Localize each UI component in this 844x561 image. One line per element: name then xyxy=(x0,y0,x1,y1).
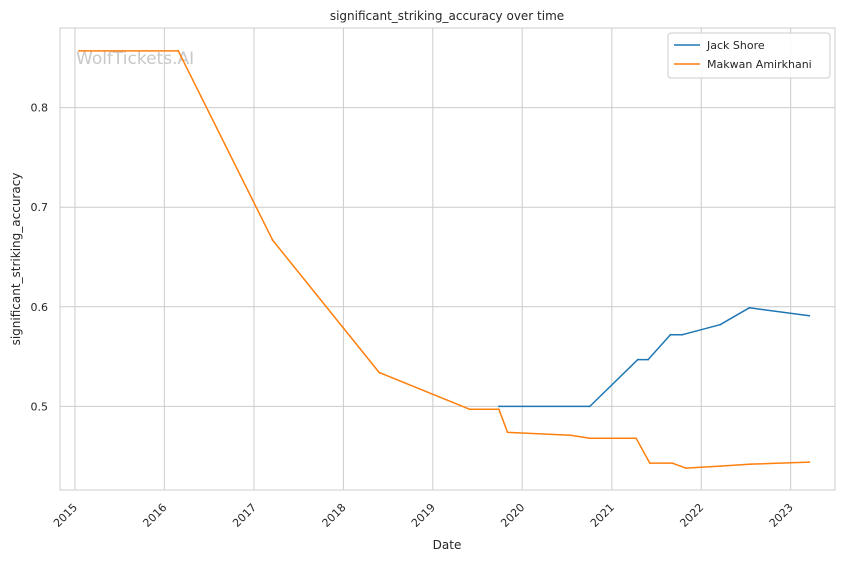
legend-label: Jack Shore xyxy=(706,39,765,52)
x-tick-label: 2021 xyxy=(588,501,617,530)
series-point xyxy=(681,333,684,336)
series-point xyxy=(648,462,651,465)
legend-box xyxy=(667,32,831,79)
series-point xyxy=(468,408,471,411)
x-tick-label: 2022 xyxy=(677,501,706,530)
y-axis-ticks: 0.5 0.6 0.7 0.8 xyxy=(31,102,49,414)
series-point xyxy=(647,358,650,361)
series-line-0 xyxy=(498,307,810,408)
series-point xyxy=(569,434,572,437)
watermark: WolfTickets.AI xyxy=(76,49,194,69)
x-tick-label: 2016 xyxy=(140,501,169,530)
series-point xyxy=(506,431,509,434)
y-tick-label: 0.7 xyxy=(31,201,49,214)
x-tick-label: 2023 xyxy=(767,501,796,530)
series-point xyxy=(636,358,639,361)
series-point xyxy=(719,465,722,468)
series-point xyxy=(635,437,638,440)
x-axis-ticks: 2015 2016 2017 2018 2019 2020 2021 2022 2023 xyxy=(51,501,796,530)
y-tick-label: 0.6 xyxy=(31,301,49,314)
legend-label: Makwan Amirkhani xyxy=(707,58,812,71)
y-tick-label: 0.5 xyxy=(31,400,49,413)
series-point xyxy=(498,405,500,408)
series-point xyxy=(177,50,180,52)
series-point xyxy=(378,371,381,374)
x-tick-label: 2019 xyxy=(409,501,438,530)
plot-frame xyxy=(59,27,836,491)
y-axis-label: significant_striking_accuracy xyxy=(9,173,23,346)
grid xyxy=(60,28,835,490)
series-point xyxy=(588,405,591,408)
series-point xyxy=(719,323,722,326)
series-point xyxy=(498,408,500,411)
series-point xyxy=(750,463,752,466)
series-point xyxy=(669,333,672,336)
x-tick-label: 2020 xyxy=(498,501,527,530)
series-point xyxy=(78,50,81,52)
series-point xyxy=(808,314,811,317)
series-group xyxy=(78,50,811,469)
series-point xyxy=(808,461,811,464)
series-point xyxy=(588,437,591,440)
series-point xyxy=(671,462,674,465)
series-line-1 xyxy=(79,50,810,469)
x-tick-label: 2015 xyxy=(51,501,80,530)
x-axis-label: Date xyxy=(433,538,462,552)
y-tick-label: 0.8 xyxy=(31,102,49,115)
series-point xyxy=(748,306,751,309)
x-tick-label: 2018 xyxy=(320,501,349,530)
x-tick-label: 2017 xyxy=(230,501,259,530)
series-point xyxy=(271,239,274,241)
legend: Jack Shore Makwan Amirkhani xyxy=(667,32,831,79)
chart-title: significant_striking_accuracy over time xyxy=(330,9,564,23)
series-point xyxy=(684,467,687,469)
